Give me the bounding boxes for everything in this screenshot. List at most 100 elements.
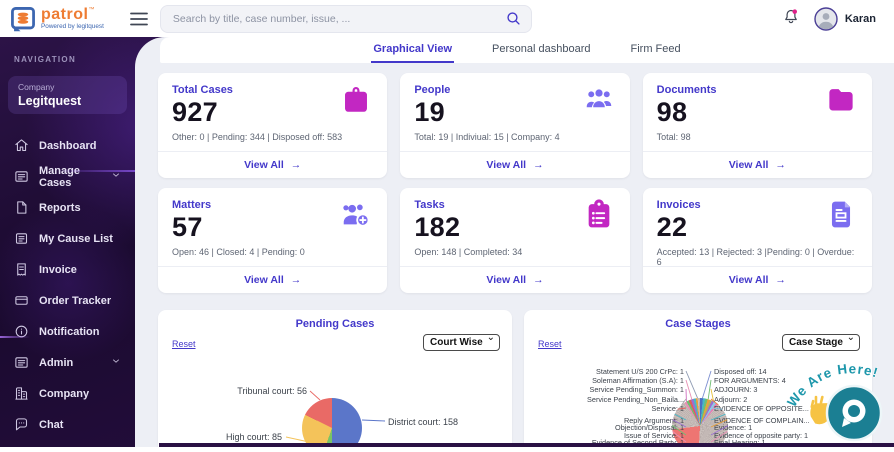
top-bar: patrol™ Powered by legitquest Karan [0,0,894,37]
search-input[interactable] [171,12,506,26]
brand-name: patrol [41,6,88,23]
pie-slice-label: Tribunal court: 56 [237,386,307,396]
pie-slice-label: High court: 85 [226,432,282,442]
sidebar-item-chat[interactable]: Chat [0,409,135,440]
company-selector-value: Legitquest [18,94,117,108]
stat-card-breakdown: Other: 0 | Pending: 344 | Disposed off: … [172,132,373,142]
notification-icon [14,324,29,339]
chevron-down-icon [111,356,121,369]
search-icon[interactable] [506,11,521,26]
top-right-actions: Karan [782,7,876,31]
tab-personal-dashboard[interactable]: Personal dashboard [490,37,592,63]
sidebar-item-label: Reports [39,202,81,214]
home-icon [14,138,29,153]
company-icon [14,386,29,401]
sidebar-item-manage-cases[interactable]: Manage Cases [0,161,135,192]
chevron-down-icon [111,170,121,183]
view-all-button[interactable]: View All→ [643,266,872,293]
brand-tm: ™ [88,7,94,13]
stat-card-matters: Matters 57 Open: 46 | Closed: 4 | Pendin… [158,188,387,293]
stat-cards-grid: Total Cases 927 Other: 0 | Pending: 344 … [158,73,872,293]
sidebar-item-label: My Cause List [39,233,113,245]
pie-slice-label: Service Pending_Non_Baila... [587,395,684,404]
view-tabs: Graphical View Personal dashboard Firm Fee… [160,37,894,63]
sidebar-item-label: Notification [39,326,100,338]
admin-icon [14,355,29,370]
global-search [160,5,532,33]
sidebar-item-label: Chat [39,419,63,431]
arrow-right-icon: → [291,274,302,286]
folder-icon [824,84,858,115]
app-logo[interactable]: patrol™ Powered by legitquest [10,6,104,32]
tab-firm-feed[interactable]: Firm Feed [629,37,683,63]
pie-slice-label: District court: 158 [388,417,458,427]
arrow-right-icon: → [775,274,786,286]
pie-slice-label: Disposed off: 14 [714,367,767,376]
sidebar-item-reports[interactable]: Reports [0,192,135,223]
user-menu[interactable]: Karan [814,7,876,31]
chat-widget[interactable]: We Are Here! [784,352,894,447]
stat-card-people: People 19 Total: 19 | Indiviual: 15 | Co… [400,73,629,178]
stat-card-breakdown: Accepted: 13 | Rejected: 3 |Pending: 0 |… [657,247,858,267]
logo-icon [10,6,36,32]
notification-bell-icon[interactable] [782,7,800,31]
reports-icon [14,200,29,215]
sidebar-item-notification[interactable]: Notification [0,316,135,347]
people-plus-icon [339,199,373,230]
reset-link[interactable]: Reset [538,339,562,349]
pie-slice-label: ADJOURN: 3 [714,385,757,394]
pie-chart[interactable] [302,398,362,447]
stat-card-breakdown: Open: 148 | Completed: 34 [414,247,615,257]
sidebar-item-my-cause-list[interactable]: My Cause List [0,223,135,254]
view-all-button[interactable]: View All→ [158,266,387,293]
sidebar-item-invoice[interactable]: Invoice [0,254,135,285]
invoice-doc-icon [824,199,858,230]
stat-card-total-cases: Total Cases 927 Other: 0 | Pending: 344 … [158,73,387,178]
reset-link[interactable]: Reset [172,339,196,349]
pie-slice-label: Service Pending_Summon: 1 [589,385,684,394]
cause-list-icon [14,231,29,246]
company-selector[interactable]: Company Legitquest [8,76,127,114]
chart-title: Case Stages [524,310,872,330]
sidebar-nav: Dashboard Manage Cases Reports My Cause … [0,130,135,440]
stat-card-breakdown: Total: 98 [657,132,858,142]
pending-cases-card: Pending Cases Reset Court Wise Tribunal … [158,310,512,447]
arrow-right-icon: → [533,274,544,286]
case-stage-select-wrap: Case Stage [782,332,860,351]
sidebar-item-order-tracker[interactable]: Order Tracker [0,285,135,316]
pie-slice-label: Adjourn: 2 [714,395,747,404]
view-all-button[interactable]: View All→ [158,151,387,178]
briefcase-icon [339,84,373,115]
stat-card-invoices: Invoices 22 Accepted: 13 | Rejected: 3 |… [643,188,872,293]
stat-card-tasks: Tasks 182 Open: 148 | Completed: 34 View… [400,188,629,293]
sidebar-item-label: Dashboard [39,140,96,152]
arrow-right-icon: → [291,159,302,171]
tab-graphical-view[interactable]: Graphical View [371,37,454,63]
brand-tagline: Powered by legitquest [41,24,104,30]
stat-card-documents: Documents 98 Total: 98 View All→ [643,73,872,178]
sidebar-item-label: Admin [39,357,73,369]
sidebar-item-label: Order Tracker [39,295,111,307]
view-all-button[interactable]: View All→ [400,266,629,293]
stat-card-breakdown: Total: 19 | Indiviual: 15 | Company: 4 [414,132,615,142]
avatar [814,7,838,31]
arrow-right-icon: → [533,159,544,171]
case-stage-select[interactable]: Case Stage [782,334,860,351]
sidebar-section-label: NAVIGATION [0,55,135,64]
chat-icon [14,417,29,432]
court-wise-select[interactable]: Court Wise [423,334,500,351]
view-all-button[interactable]: View All→ [643,151,872,178]
sidebar-item-label: Company [39,388,89,400]
sidebar-item-company[interactable]: Company [0,378,135,409]
sidebar-item-dashboard[interactable]: Dashboard [0,130,135,161]
sidebar-item-label: Manage Cases [39,165,101,189]
invoice-icon [14,262,29,277]
pie-slice-label: Service: 1 [652,404,684,413]
pie-slice-label: FOR ARGUMENTS: 4 [714,376,786,385]
view-all-button[interactable]: View All→ [400,151,629,178]
pie-slice-label: Statement U/S 200 CrPc: 1 [596,367,684,376]
sidebar-item-admin[interactable]: Admin [0,347,135,378]
menu-toggle-icon[interactable] [130,12,148,26]
pending-cases-pie-area: Tribunal court: 56 District court: 158 Hig… [158,353,512,447]
chart-title: Pending Cases [158,310,512,330]
